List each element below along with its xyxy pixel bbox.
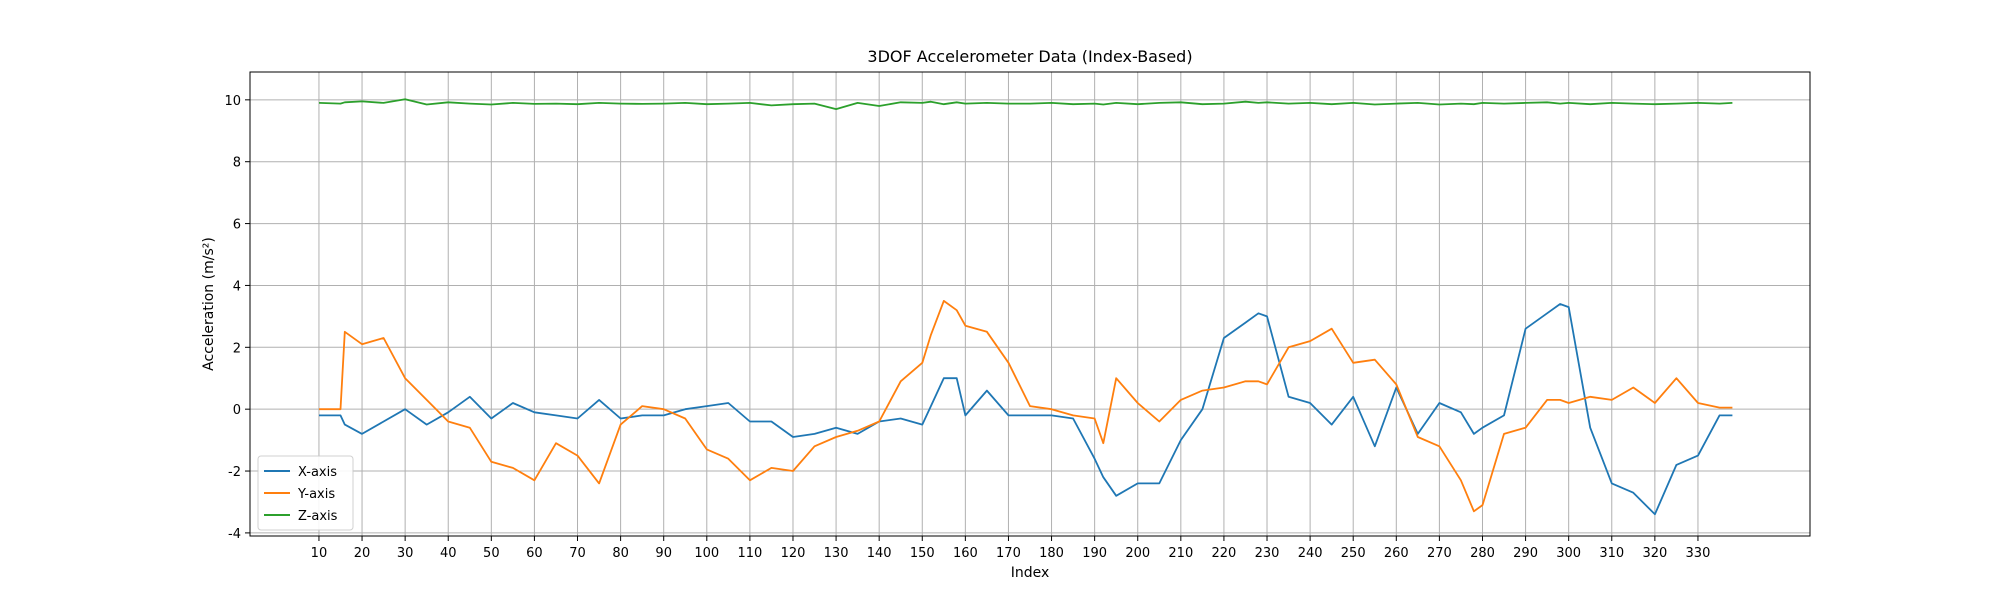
x-tick-label: 240 [1298,546,1323,561]
y-tick-label: 2 [233,341,241,356]
legend-label: X-axis [298,465,337,480]
x-tick-label: 290 [1513,546,1538,561]
x-tick-label: 80 [612,546,629,561]
x-tick-label: 280 [1470,546,1495,561]
y-axis-label: Acceleration (m/s²) [201,237,217,371]
x-tick-label: 50 [483,546,500,561]
x-tick-label: 120 [781,546,806,561]
x-tick-label: 60 [526,546,543,561]
x-tick-label: 220 [1212,546,1237,561]
x-axis-label: Index [1011,565,1050,581]
x-tick-label: 320 [1642,546,1667,561]
x-tick-label: 70 [569,546,586,561]
ticks: 10 20 30 40 50 60 70 80 90 100 110 120 130 140 150 160 1… [224,94,1710,561]
series-line-y-axis [319,299,1733,513]
x-tick-label: 170 [996,546,1021,561]
x-tick-label: 140 [867,546,892,561]
x-tick-label: 200 [1125,546,1150,561]
x-tick-label: 30 [397,546,414,561]
y-tick-label: -2 [228,465,241,480]
legend-label: Z-axis [298,509,338,524]
legend: X-axis Y-axis Z-axis [257,455,354,531]
x-tick-label: 130 [824,546,849,561]
x-tick-label: 300 [1556,546,1581,561]
x-tick-label: 270 [1427,546,1452,561]
x-tick-label: 180 [1039,546,1064,561]
x-tick-label: 90 [655,546,672,561]
x-tick-label: 190 [1082,546,1107,561]
x-tick-label: 160 [953,546,978,561]
x-tick-label: 310 [1599,546,1624,561]
chart-title: 3DOF Accelerometer Data (Index-Based) [867,47,1192,66]
series-lines [318,98,1733,516]
x-tick-label: 10 [311,546,328,561]
x-tick-label: 250 [1341,546,1366,561]
x-tick-label: 230 [1255,546,1280,561]
x-tick-label: 110 [737,546,762,561]
x-tick-label: 260 [1384,546,1409,561]
y-tick-label: 8 [233,156,241,171]
x-tick-label: 150 [910,546,935,561]
x-tick-label: 20 [354,546,371,561]
y-tick-label: 10 [224,94,241,109]
y-tick-label: 4 [233,279,241,294]
x-tick-label: 100 [694,546,719,561]
y-tick-label: 6 [233,218,241,233]
grid [250,72,1810,536]
x-tick-label: 40 [440,546,457,561]
x-tick-label: 330 [1686,546,1711,561]
y-tick-label: 0 [233,403,241,418]
series-line-x-axis [319,303,1733,516]
legend-box [257,455,354,531]
x-tick-label: 210 [1168,546,1193,561]
legend-label: Y-axis [297,487,335,502]
series-line-z-axis [318,98,1733,110]
y-tick-label: -4 [228,527,241,542]
plot-frame [249,71,1811,537]
